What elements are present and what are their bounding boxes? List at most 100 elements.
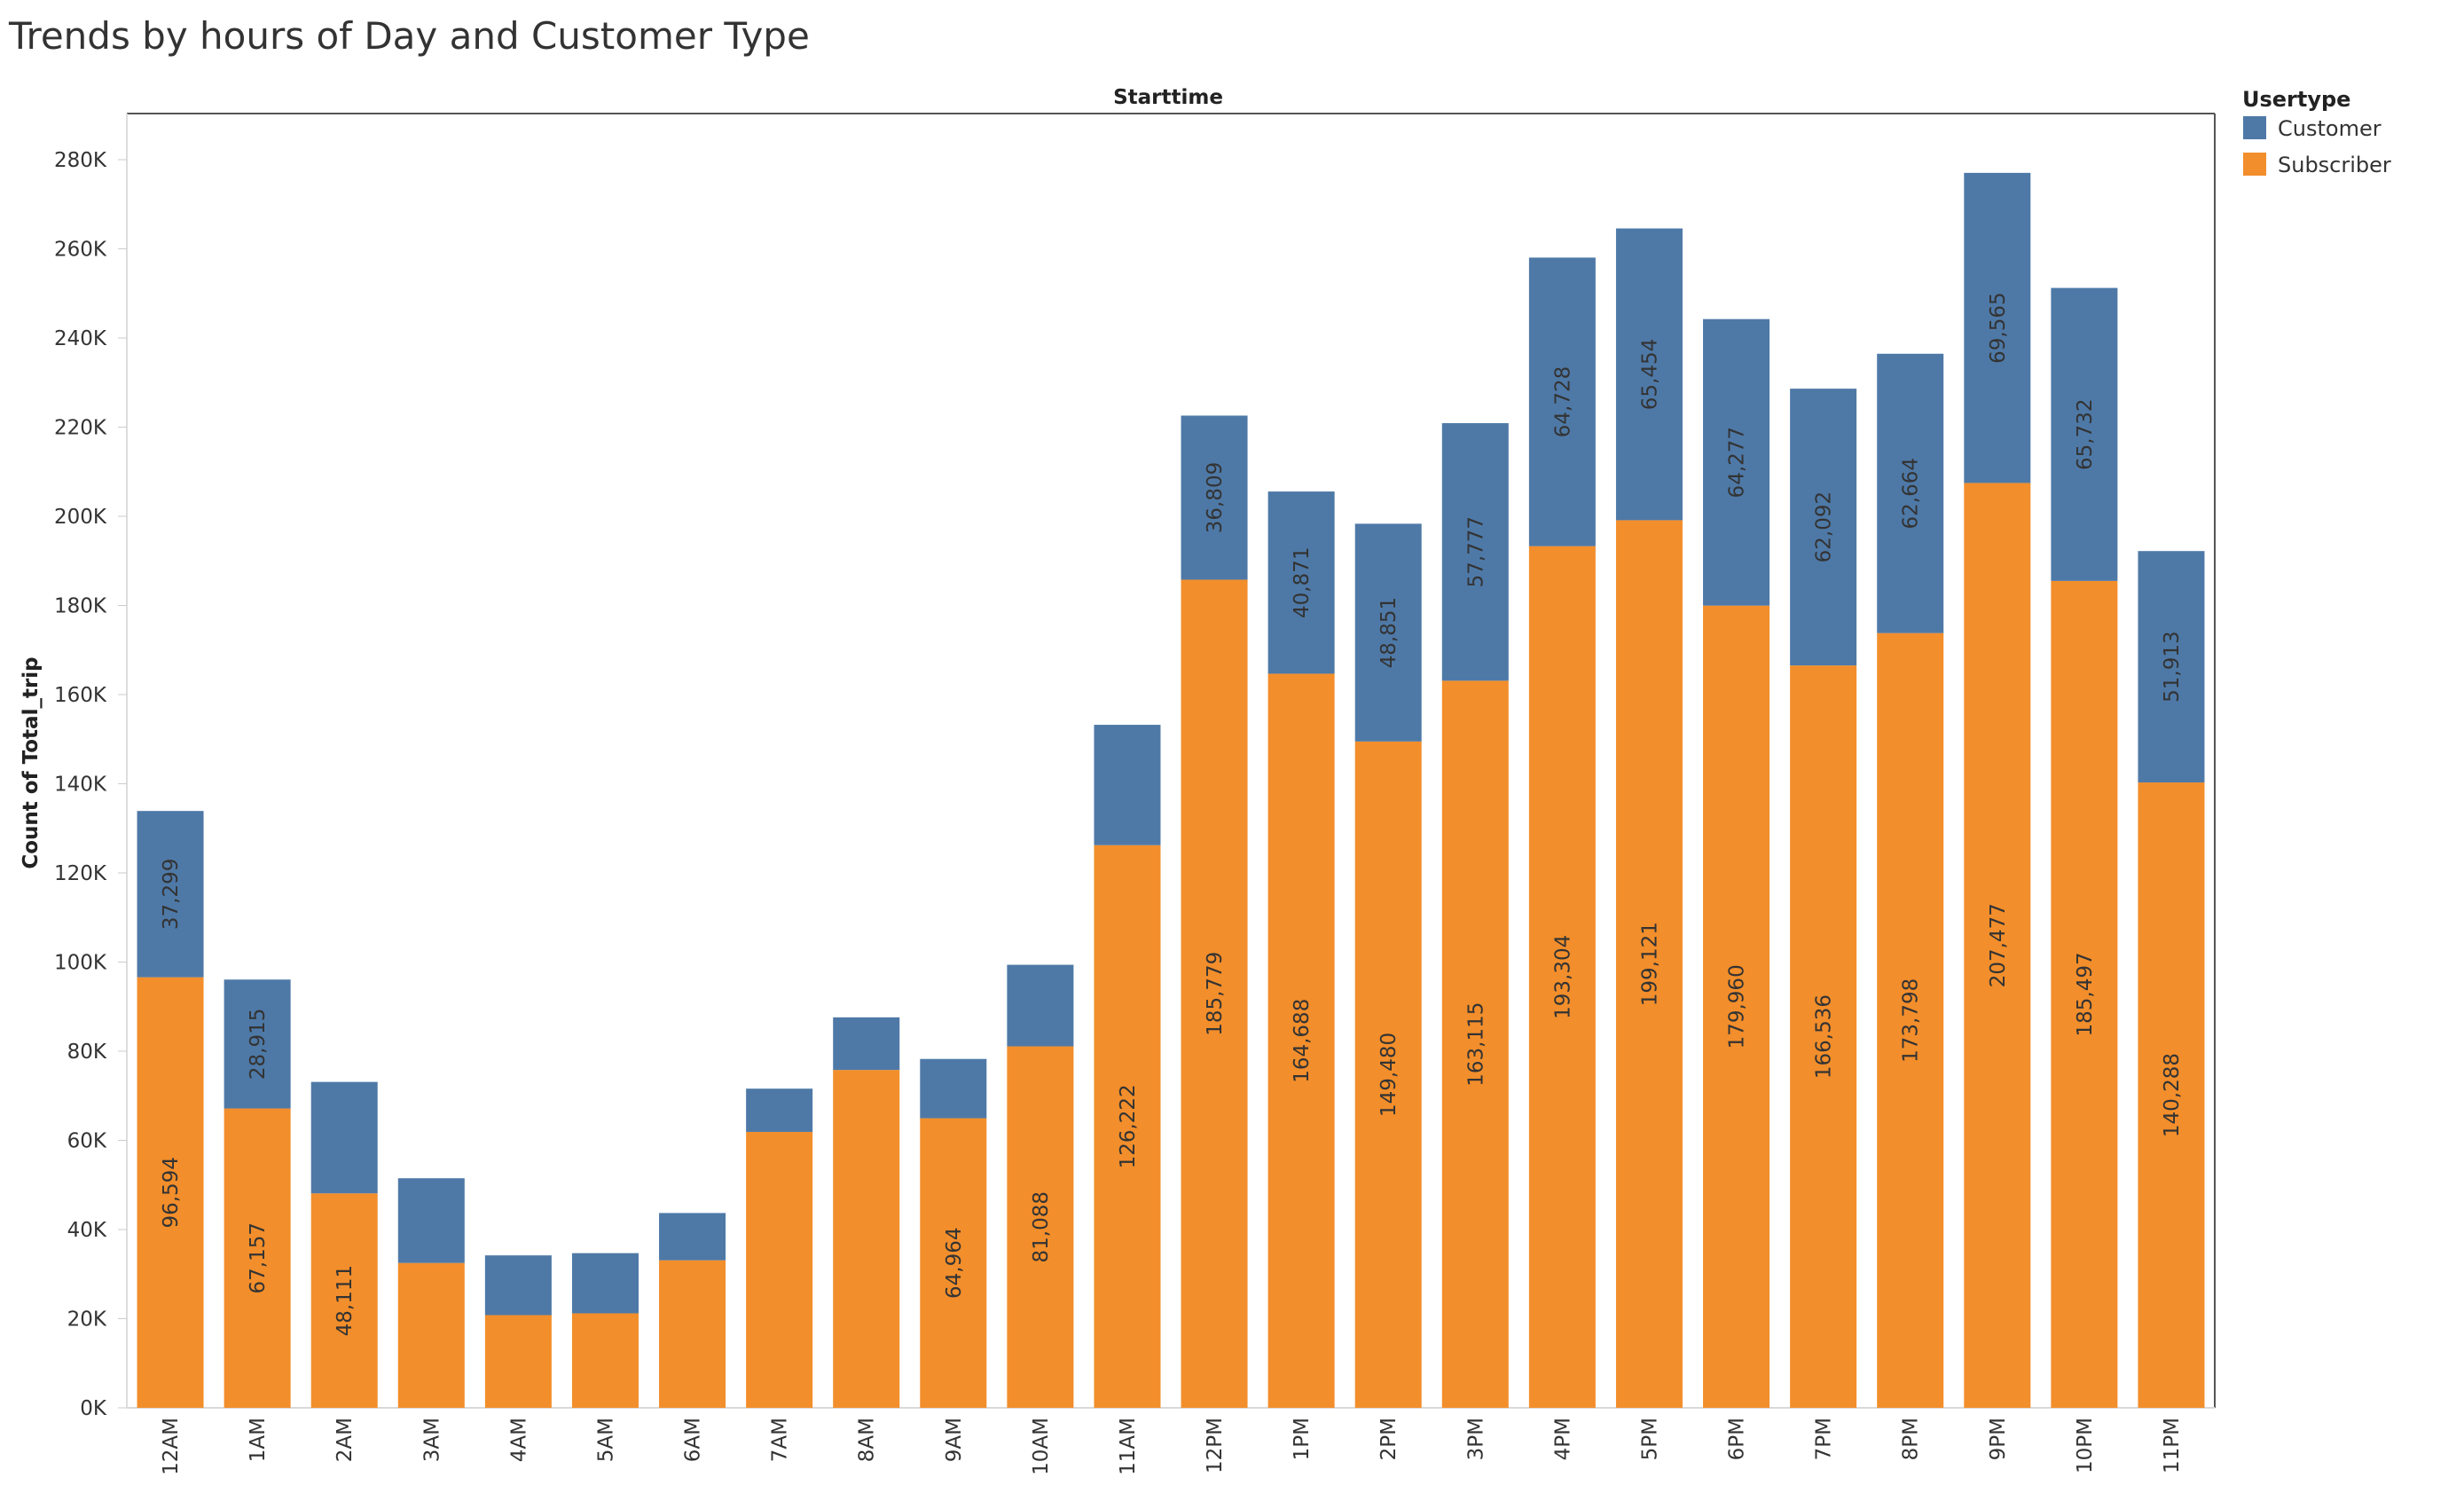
x-tick-label: 7PM [1813, 1418, 1836, 1460]
x-tick-label: 12AM [160, 1418, 183, 1475]
bar-subscriber-10pm [2051, 580, 2118, 1408]
x-tick-label: 1AM [247, 1418, 270, 1462]
y-tick-label: 0K [80, 1397, 107, 1420]
legend-label-subscriber: Subscriber [2278, 153, 2391, 177]
bars [137, 172, 2205, 1408]
y-axis-title: Count of Total_trip [20, 656, 43, 868]
bar-subscriber-4pm [1528, 546, 1596, 1408]
bar-customer-5am [571, 1253, 639, 1314]
bar-customer-8pm [1877, 353, 1944, 633]
bar-customer-9pm [1964, 172, 2031, 483]
x-tick-label: 8PM [1900, 1418, 1923, 1460]
y-tick-label: 160K [54, 684, 107, 707]
x-tick-label: 3AM [420, 1418, 443, 1462]
bar-subscriber-11pm [2138, 782, 2205, 1408]
data-label-subscriber-1am: 67,157 [247, 1222, 270, 1293]
bar-customer-4am [484, 1255, 552, 1316]
y-tick-label: 240K [54, 327, 107, 350]
data-label-customer-7pm: 62,092 [1813, 491, 1836, 562]
y-tick-label: 20K [67, 1308, 107, 1332]
bar-customer-9am [920, 1058, 987, 1119]
bar-customer-6am [659, 1213, 726, 1261]
x-tick-label: 10AM [1030, 1418, 1053, 1475]
x-tick-label: 2AM [334, 1418, 357, 1462]
legend: Usertype Customer Subscriber [2242, 87, 2391, 177]
bar-subscriber-7am [746, 1131, 813, 1408]
bar-customer-2pm [1354, 523, 1422, 742]
bar-customer-1pm [1267, 491, 1335, 674]
y-tick-label: 220K [54, 417, 107, 440]
x-tick-label: 6PM [1726, 1418, 1749, 1460]
bar-customer-4pm [1528, 257, 1596, 546]
x-tick-label: 10PM [2074, 1418, 2097, 1473]
y-tick-label: 80K [67, 1041, 107, 1064]
bar-subscriber-9am [920, 1118, 987, 1408]
data-label-subscriber-2pm: 149,480 [1377, 1033, 1401, 1117]
y-tick-label: 280K [54, 149, 107, 172]
bar-customer-5pm [1615, 228, 1683, 521]
bar-subscriber-8am [833, 1070, 900, 1408]
bar-subscriber-12am [137, 977, 204, 1408]
data-label-customer-4pm: 64,728 [1551, 366, 1574, 437]
bar-subscriber-3am [397, 1262, 465, 1408]
data-label-customer-5pm: 65,454 [1638, 339, 1661, 410]
data-label-customer-2pm: 48,851 [1377, 597, 1401, 668]
data-label-subscriber-9pm: 207,477 [1987, 903, 2010, 987]
x-tick-label: 1PM [1291, 1418, 1314, 1460]
data-label-subscriber-11am: 126,222 [1117, 1084, 1140, 1168]
data-label-customer-10pm: 65,732 [2074, 398, 2097, 469]
legend-title: Usertype [2242, 87, 2350, 112]
bar-customer-3pm [1441, 423, 1509, 681]
data-label-subscriber-7pm: 166,536 [1813, 994, 1836, 1079]
bar-subscriber-2pm [1354, 741, 1422, 1408]
bar-subscriber-2am [310, 1193, 378, 1408]
x-tick-label: 3PM [1464, 1418, 1487, 1460]
bar-subscriber-11am [1094, 845, 1161, 1408]
bar-customer-12pm [1181, 415, 1248, 580]
data-label-customer-11pm: 51,913 [2161, 631, 2184, 702]
data-label-subscriber-10pm: 185,497 [2074, 952, 2097, 1036]
bar-subscriber-10am [1007, 1046, 1074, 1408]
data-label-subscriber-10am: 81,088 [1030, 1191, 1053, 1262]
y-tick-label: 260K [54, 239, 107, 262]
bar-labels: 96,594 37,299 67,157 28,915 48,111 64,964 81,0… [160, 292, 2184, 1336]
data-label-subscriber-9am: 64,964 [943, 1228, 966, 1299]
legend-swatch-subscriber [2243, 153, 2266, 176]
data-label-customer-12pm: 36,809 [1204, 462, 1227, 533]
y-tick-label: 180K [54, 595, 107, 618]
x-tick-label: 5AM [594, 1418, 617, 1462]
bar-subscriber-6pm [1703, 605, 1770, 1408]
x-tick-label: 12PM [1204, 1418, 1227, 1473]
y-tick-label: 40K [67, 1219, 107, 1242]
bar-subscriber-1pm [1267, 673, 1335, 1408]
bar-customer-10am [1007, 964, 1074, 1047]
legend-label-customer: Customer [2278, 116, 2382, 141]
data-label-customer-1am: 28,915 [247, 1009, 270, 1080]
data-label-subscriber-1pm: 164,688 [1291, 999, 1314, 1083]
x-tick-label: 4AM [507, 1418, 530, 1462]
bar-customer-10pm [2051, 287, 2118, 581]
data-label-customer-12am: 37,299 [160, 859, 183, 930]
bar-customer-7am [746, 1088, 813, 1132]
y-tick-label: 140K [54, 774, 107, 797]
data-label-customer-9pm: 69,565 [1987, 292, 2010, 363]
x-tick-label: 11AM [1117, 1418, 1140, 1475]
y-ticks: 0K 20K 40K 60K 80K 100K 120K 140K 160K 180K 200K 22… [54, 149, 127, 1420]
x-tick-label: 9AM [943, 1418, 966, 1462]
data-label-customer-1pm: 40,871 [1291, 547, 1314, 618]
data-label-subscriber-6pm: 179,960 [1726, 964, 1749, 1049]
data-label-customer-3pm: 57,777 [1464, 516, 1487, 587]
bar-subscriber-7pm [1790, 665, 1857, 1408]
y-tick-label: 60K [67, 1130, 107, 1153]
data-label-customer-6pm: 64,277 [1726, 427, 1749, 498]
data-label-subscriber-11pm: 140,288 [2161, 1053, 2184, 1137]
x-tick-label: 8AM [856, 1418, 879, 1462]
bar-subscriber-4am [484, 1315, 552, 1408]
x-tick-label: 7AM [769, 1418, 792, 1462]
data-label-subscriber-4pm: 193,304 [1551, 935, 1574, 1019]
bar-customer-11pm [2138, 551, 2205, 783]
y-tick-label: 120K [54, 862, 107, 885]
bar-subscriber-5pm [1615, 520, 1683, 1408]
x-tick-label: 4PM [1551, 1418, 1574, 1460]
